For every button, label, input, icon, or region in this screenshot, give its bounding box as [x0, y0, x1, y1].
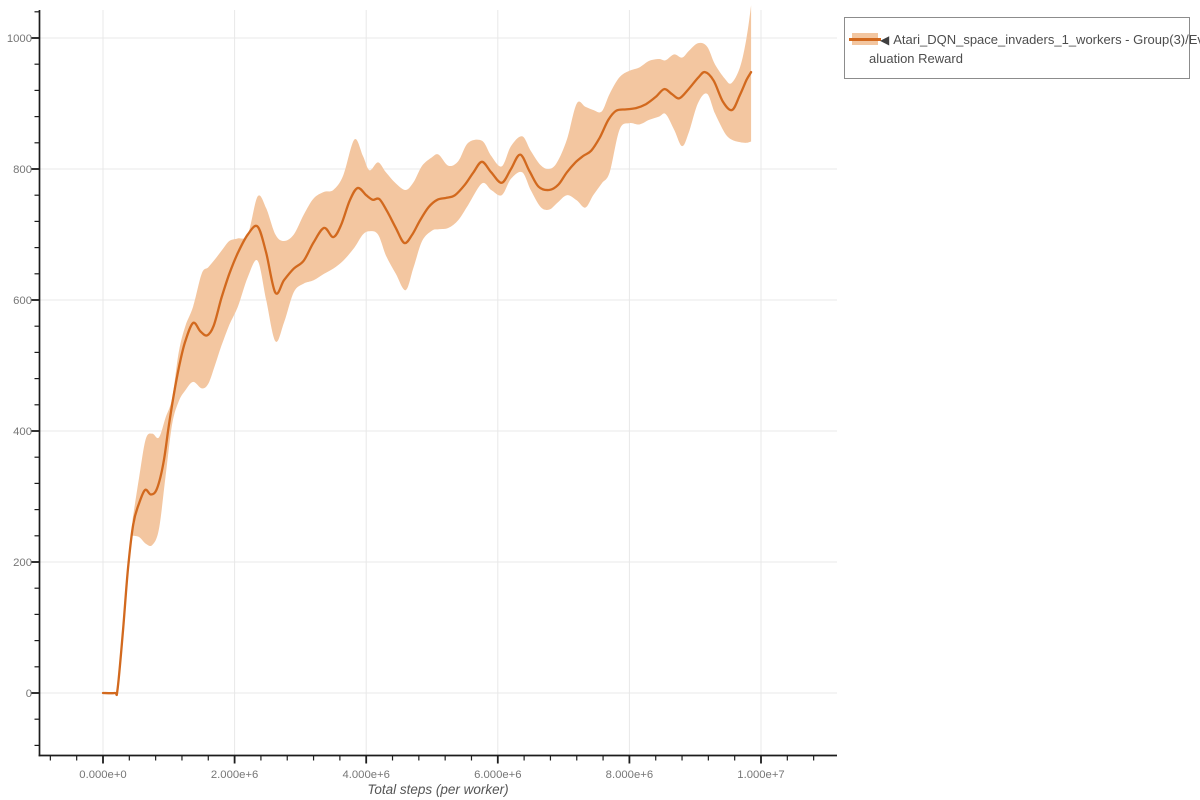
legend-collapse-icon[interactable]: ◀ — [880, 33, 890, 47]
x-tick-label: 1.000e+7 — [737, 769, 784, 781]
legend-label: ◀ Atari_DQN_space_invaders_1_workers - Gr… — [869, 31, 1200, 68]
legend-swatch-line-icon — [849, 37, 881, 41]
legend-item[interactable]: ◀ Atari_DQN_space_invaders_1_workers - Gr… — [845, 18, 1200, 78]
legend-label-line1: ◀ Atari_DQN_space_invaders_1_workers - Gr… — [880, 31, 1200, 50]
confidence-band — [132, 5, 752, 547]
axes-layer — [31, 10, 837, 764]
x-tick-label: 8.000e+6 — [606, 769, 653, 781]
y-tick-label: 600 — [13, 295, 32, 307]
grid-layer — [39, 10, 837, 756]
y-tick-label: 1000 — [7, 33, 32, 45]
y-tick-label: 800 — [13, 164, 32, 176]
legend-swatch-icon — [849, 33, 881, 45]
reward-mean-line — [101, 70, 753, 697]
legend: ◀ Atari_DQN_space_invaders_1_workers - Gr… — [844, 17, 1200, 79]
x-tick-label: 4.000e+6 — [342, 769, 389, 781]
x-tick-label: 6.000e+6 — [474, 769, 521, 781]
x-tick-label: 0.000e+0 — [79, 769, 126, 781]
tick-labels-layer: 0.000e+0 2.000e+6 4.000e+6 6.000e+6 8.000e+6… — [7, 33, 785, 781]
y-tick-label: 200 — [13, 557, 32, 569]
legend-label-line2: aluation Reward — [869, 50, 963, 66]
y-tick-label: 0 — [26, 688, 32, 700]
x-tick-label: 2.000e+6 — [211, 769, 258, 781]
legend-series-name: Atari_DQN_space_invaders_1_workers - Gro… — [893, 32, 1200, 47]
y-tick-label: 400 — [13, 426, 32, 438]
x-axis-title: Total steps (per worker) — [367, 782, 509, 797]
